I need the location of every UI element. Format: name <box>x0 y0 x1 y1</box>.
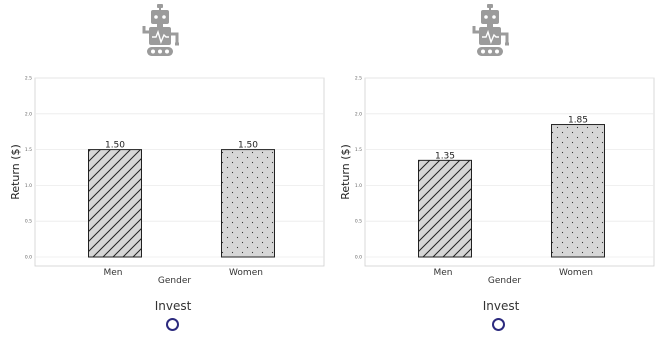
x-tick-label: Men <box>103 268 122 278</box>
y-tick-label: 2.0 <box>355 111 362 117</box>
x-tick-label: Women <box>559 268 593 278</box>
bar-women <box>221 149 275 258</box>
invest-label: Invest <box>482 299 520 313</box>
y-tick-label: 1.5 <box>25 147 32 153</box>
y-tick-label: 2.0 <box>25 111 32 117</box>
y-tick-label: 0.5 <box>25 219 32 225</box>
plot-frame <box>364 77 655 267</box>
robot-icon <box>142 4 179 56</box>
chart-left: 0.0 0.5 1.0 1.5 2.0 2.5 Return ($) 1.50 Men 1.50 W… <box>9 4 325 286</box>
left-panel: 0.0 0.5 1.0 1.5 2.0 2.5 Return ($) 1.50 Men 1.50 W… <box>0 0 329 339</box>
value-label: 1.50 <box>238 141 258 151</box>
plot-frame <box>34 77 325 267</box>
value-label: 1.50 <box>105 141 125 151</box>
y-tick-label: 1.0 <box>355 183 362 189</box>
y-tick-label: 2.5 <box>355 76 362 82</box>
y-tick-label: 0.0 <box>355 255 362 261</box>
x-axis-label: Gender <box>488 276 521 286</box>
invest-label: Invest <box>154 299 192 313</box>
y-axis-label: Return ($) <box>339 144 352 200</box>
robot-icon <box>472 4 509 56</box>
chart-right: 0.0 0.5 1.0 1.5 2.0 2.5 Return ($) 1.35 Men 1.85 W… <box>339 4 655 286</box>
y-tick-label: 2.5 <box>25 76 32 82</box>
value-label: 1.85 <box>568 116 588 126</box>
plot-area: 0.0 0.5 1.0 1.5 2.0 2.5 Return ($) 1.35 Men 1.85 W… <box>339 76 655 286</box>
bar-men <box>418 159 472 258</box>
y-tick-label: 1.0 <box>25 183 32 189</box>
x-tick-label: Men <box>433 268 452 278</box>
invest-radio-right[interactable] <box>492 318 505 331</box>
y-axis-label: Return ($) <box>9 144 22 200</box>
x-tick-label: Women <box>229 268 263 278</box>
y-tick-label: 0.0 <box>25 255 32 261</box>
y-tick-label: 0.5 <box>355 219 362 225</box>
value-label: 1.35 <box>435 151 455 161</box>
right-panel: 0.0 0.5 1.0 1.5 2.0 2.5 Return ($) 1.35 Men 1.85 W… <box>330 0 659 339</box>
invest-radio-left[interactable] <box>166 318 179 331</box>
plot-area: 0.0 0.5 1.0 1.5 2.0 2.5 Return ($) 1.50 Men 1.50 W… <box>9 76 325 286</box>
y-tick-label: 1.5 <box>355 147 362 153</box>
bar-women <box>551 124 605 258</box>
x-axis-label: Gender <box>158 276 191 286</box>
bar-men <box>88 149 142 258</box>
